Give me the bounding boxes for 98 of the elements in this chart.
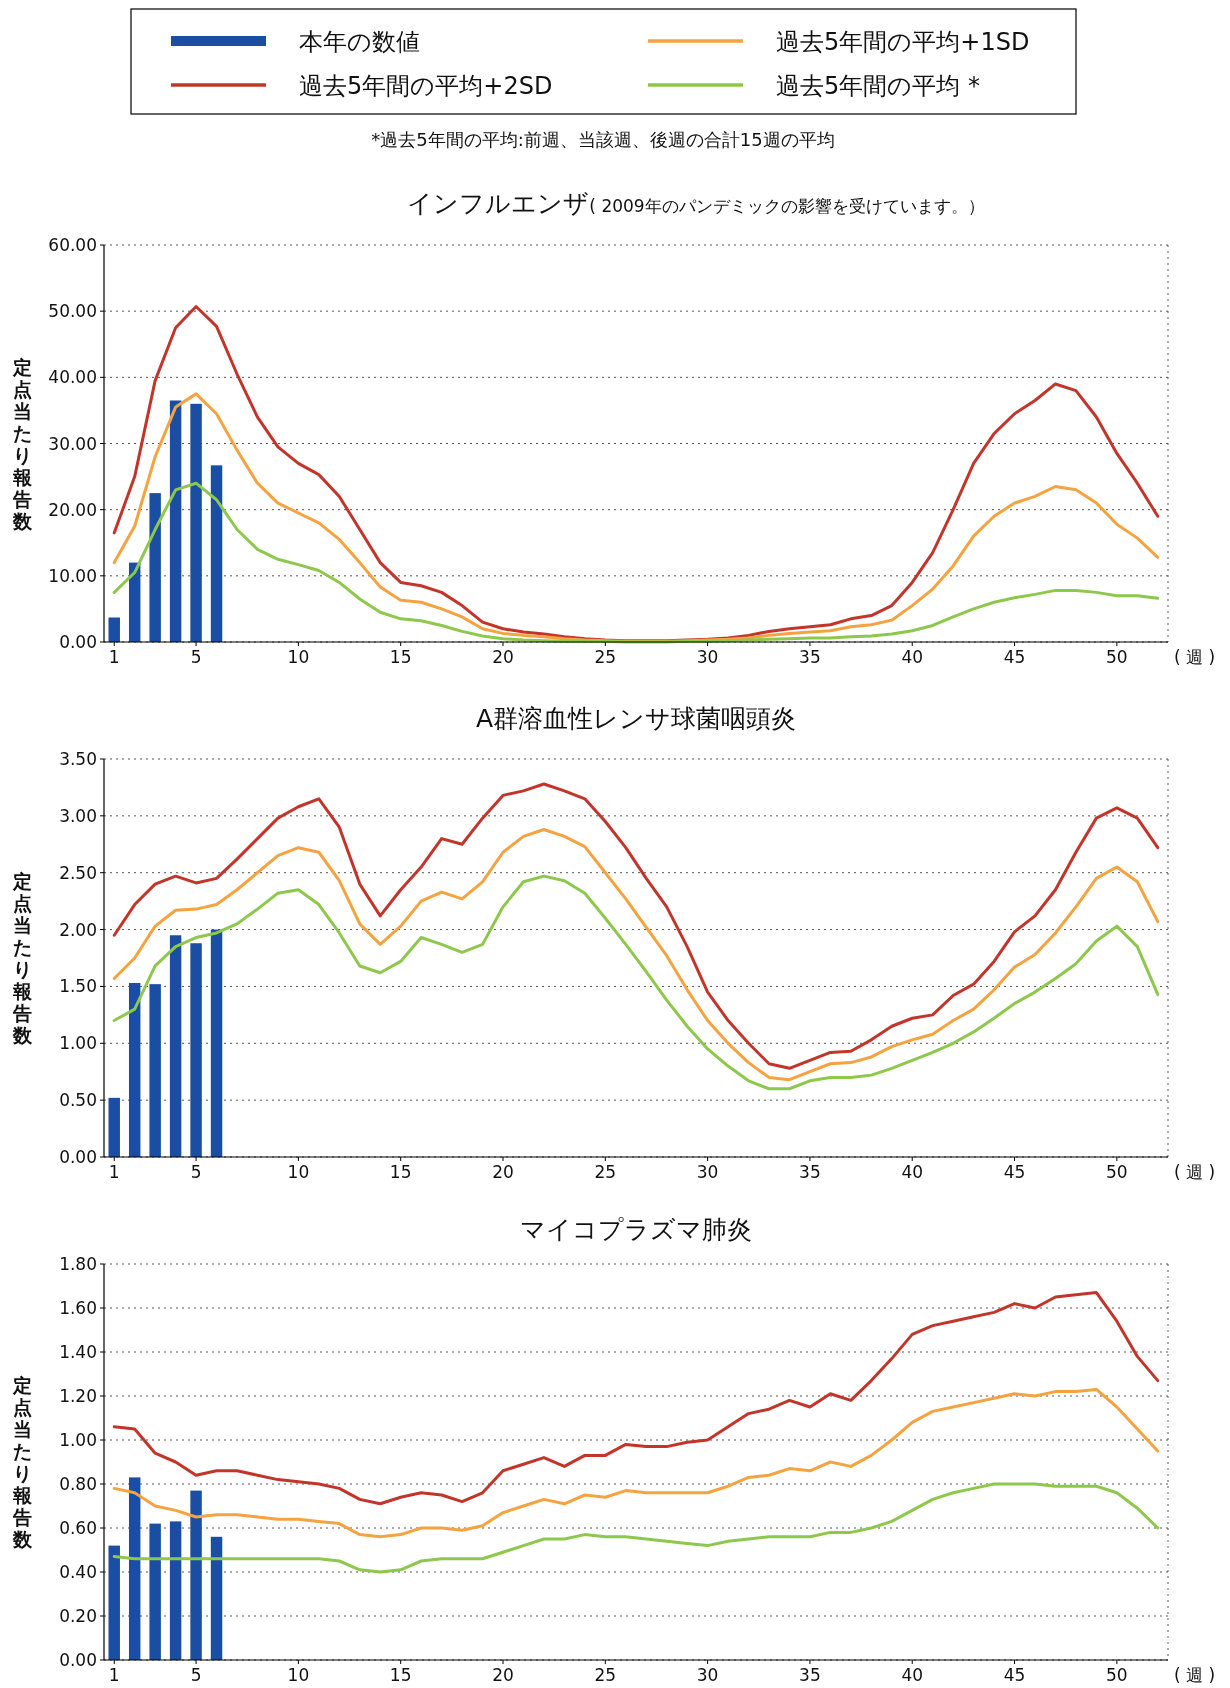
y-tick-label: 0.00 (59, 1650, 97, 1670)
x-tick-label: 30 (696, 647, 719, 667)
x-tick-label: 5 (190, 647, 202, 667)
x-tick-label: 1 (108, 1162, 120, 1182)
y-tick-label: 1.00 (59, 1430, 97, 1450)
x-tick-label: 1 (108, 647, 120, 667)
y-tick-label: 0.20 (59, 1606, 97, 1626)
x-tick-label: 10 (287, 647, 310, 667)
y-tick-label: 0.60 (59, 1518, 97, 1538)
x-tick-label: 15 (389, 647, 412, 667)
x-tick-label: 50 (1106, 1162, 1128, 1182)
y-tick-label: 0.40 (59, 1562, 97, 1582)
bar (108, 1545, 120, 1660)
bar (210, 465, 223, 642)
y-tick-label: 10.00 (48, 565, 97, 586)
line-series (112, 1387, 1160, 1539)
bar (190, 943, 202, 1157)
y-tick-label: 3.50 (59, 749, 97, 769)
x-tick-label: 45 (1003, 647, 1026, 667)
y-tick-label: 40.00 (48, 367, 97, 388)
x-tick-label: 15 (389, 1665, 412, 1685)
y-tick-label: 0.50 (59, 1090, 97, 1111)
y-axis-title: 定点当たり報告数 (11, 355, 33, 532)
y-axis-title: 定点当たり報告数 (11, 1374, 33, 1550)
x-tick-label: 30 (696, 1665, 719, 1685)
y-tick-label: 1.20 (59, 1386, 97, 1406)
y-tick-label: 2.00 (59, 919, 97, 940)
bar (149, 493, 161, 642)
text: *過去5年間の平均:前週、当該週、後週の合計15週の平均 (371, 129, 835, 150)
y-tick-label: 1.00 (59, 1033, 97, 1054)
y-tick-label: 3.00 (59, 805, 97, 826)
bar (210, 929, 223, 1157)
bar (108, 1097, 120, 1157)
x-axis-title: ( 週 ) (1174, 1665, 1216, 1685)
y-tick-label: 1.40 (59, 1342, 97, 1362)
line-series (112, 392, 1160, 643)
x-tick-label: 40 (901, 1665, 924, 1685)
x-tick-label: 25 (594, 1665, 617, 1685)
chart-title: A群溶血性レンサ球菌咽頭炎 (475, 704, 797, 733)
bar (149, 1523, 161, 1660)
y-tick-label: 1.50 (59, 976, 97, 997)
bar (169, 935, 182, 1157)
legend-label: 過去5年間の平均+1SD (776, 28, 1030, 56)
x-tick-label: 25 (594, 647, 617, 667)
line-series (112, 1291, 1160, 1506)
y-tick-label: 60.00 (48, 235, 97, 255)
x-tick-label: 45 (1003, 1665, 1026, 1685)
bar (128, 983, 141, 1157)
x-tick-label: 15 (389, 1162, 412, 1182)
x-tick-label: 20 (492, 647, 514, 667)
bar (210, 1536, 223, 1660)
bar (169, 400, 182, 642)
line-series (112, 481, 1160, 644)
chart-title: マイコプラズマ肺炎 (520, 1215, 752, 1244)
y-tick-label: 1.60 (59, 1298, 97, 1318)
legend-label: 過去5年間の平均+2SD (299, 72, 553, 100)
legend-label: 過去5年間の平均 * (776, 72, 980, 100)
x-tick-label: 35 (799, 1665, 821, 1685)
x-tick-label: 5 (190, 1162, 202, 1182)
line-series (112, 874, 1160, 1091)
bar (128, 1477, 141, 1660)
x-tick-label: 20 (492, 1162, 514, 1182)
x-tick-label: 35 (799, 647, 821, 667)
y-tick-label: 30.00 (48, 433, 97, 454)
y-tick-label: 0.80 (59, 1474, 97, 1494)
x-tick-label: 40 (901, 1162, 924, 1182)
bar (169, 1521, 182, 1660)
x-tick-label: 50 (1106, 647, 1128, 667)
x-tick-label: 20 (492, 1665, 514, 1685)
bar (190, 403, 202, 642)
line-series (112, 1482, 1160, 1574)
x-axis-title: ( 週 ) (1174, 647, 1216, 667)
bar (190, 1490, 202, 1660)
y-tick-label: 50.00 (48, 301, 97, 322)
x-tick-label: 30 (696, 1162, 719, 1182)
line-series (112, 782, 1160, 1070)
x-tick-label: 35 (799, 1162, 821, 1182)
x-tick-label: 5 (190, 1665, 202, 1685)
x-tick-label: 50 (1106, 1665, 1128, 1685)
bar (108, 617, 120, 642)
chart-title: インフルエンザ (407, 189, 590, 218)
line-series (112, 828, 1160, 1082)
y-tick-label: 0.00 (59, 1147, 97, 1167)
y-tick-label: 0.00 (59, 632, 97, 652)
bar (149, 984, 161, 1157)
x-tick-label: 25 (594, 1162, 617, 1182)
x-tick-label: 10 (287, 1665, 310, 1685)
y-axis-title: 定点当たり報告数 (11, 870, 33, 1046)
legend-label: 本年の数値 (299, 28, 420, 56)
x-tick-label: 40 (901, 647, 924, 667)
x-tick-label: 1 (108, 1665, 120, 1685)
x-tick-label: 45 (1003, 1162, 1026, 1182)
y-tick-label: 2.50 (59, 862, 97, 883)
y-tick-label: 1.80 (59, 1254, 97, 1274)
y-tick-label: 20.00 (48, 499, 97, 520)
x-tick-label: 10 (287, 1162, 310, 1182)
chart-subtitle: ( 2009年のパンデミックの影響を受けています。） (589, 196, 985, 216)
x-axis-title: ( 週 ) (1174, 1162, 1216, 1182)
